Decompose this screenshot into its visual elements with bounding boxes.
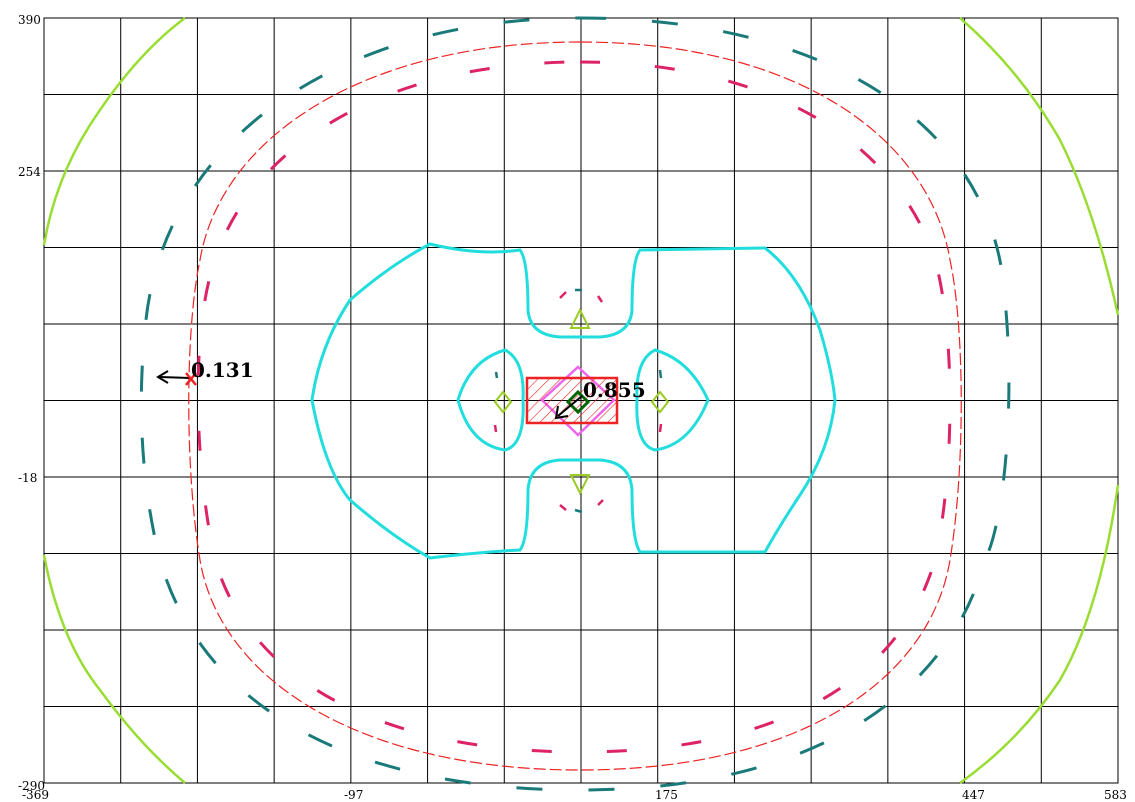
cyan-contour-right-lobe xyxy=(635,348,710,452)
value-label-center: 0.855 xyxy=(583,378,646,402)
support-markers xyxy=(493,307,670,496)
center-marker xyxy=(565,389,591,415)
inner-fragments xyxy=(493,288,663,514)
load-patch xyxy=(525,376,619,425)
max-marker xyxy=(185,372,197,386)
value-label-left: 0.131 xyxy=(191,358,254,382)
x-tick-label: 447 xyxy=(962,788,985,802)
outer-contour-top-left xyxy=(42,16,186,246)
arrow-center-shaft xyxy=(557,395,583,417)
support-right xyxy=(650,390,670,414)
y-tick-label: 254 xyxy=(18,165,41,179)
x-tick-label: 175 xyxy=(655,788,678,802)
outer-contour-bottom-right xyxy=(959,484,1120,785)
y-tick-label: 390 xyxy=(18,13,41,27)
y-tick-label: -290 xyxy=(18,779,45,793)
arrow-left-shaft xyxy=(159,376,191,379)
outer-contour-top-right xyxy=(959,17,1120,316)
cyan-contour-main xyxy=(310,242,837,560)
arrow-center-head xyxy=(554,405,569,420)
arrow-left-head xyxy=(156,370,169,384)
arrows xyxy=(156,370,583,420)
teal-dashed-contour xyxy=(139,16,1011,792)
cyan-contour-left-lobe xyxy=(456,348,525,452)
outer-contours xyxy=(42,16,1120,785)
support-left xyxy=(493,390,513,414)
x-tick-label: 583 xyxy=(1104,788,1127,802)
support-top xyxy=(569,307,591,329)
support-bottom xyxy=(569,474,591,496)
red-dashed-contour xyxy=(188,41,962,771)
x-tick-label: -369 xyxy=(22,788,49,802)
x-tick-label: -97 xyxy=(344,788,363,802)
outer-contour-bottom-left xyxy=(42,554,186,784)
y-tick-label: -18 xyxy=(18,471,37,485)
